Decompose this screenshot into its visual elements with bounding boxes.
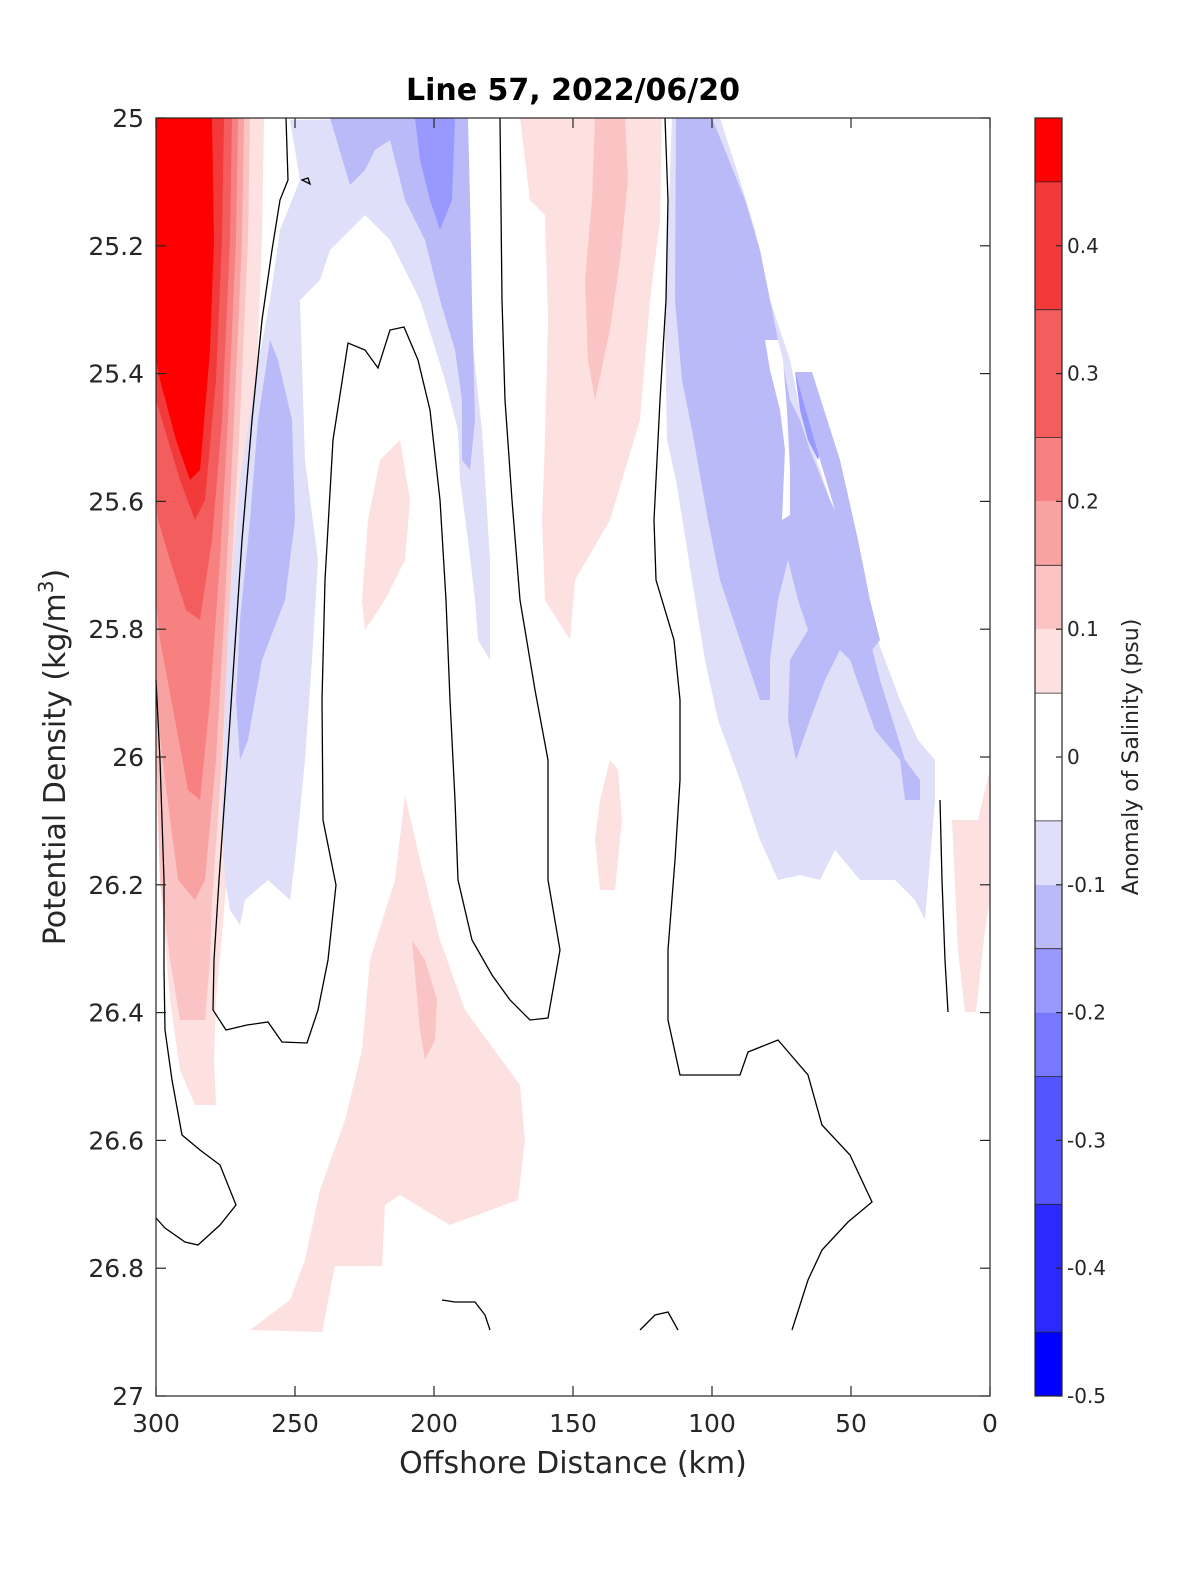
colorbar-segment: [1035, 820, 1062, 885]
colorbar-segment: [1035, 884, 1062, 949]
colorbar-tick-label: -0.3: [1067, 1128, 1106, 1152]
colorbar-label: Anomaly of Salinity (psu): [1119, 619, 1144, 896]
colorbar-tick-label: 0: [1067, 745, 1080, 769]
x-tick-label: 150: [549, 1409, 597, 1438]
negative-anomaly-fill-east-2: [675, 118, 920, 800]
colorbar-tick-label: 0.4: [1067, 234, 1099, 258]
x-tick-label: 0: [982, 1409, 998, 1438]
x-tick-label: 300: [132, 1409, 180, 1438]
positive-anomaly-fill-mid-3: [585, 118, 628, 400]
colorbar-tick-label: 0.1: [1067, 617, 1099, 641]
y-tick-label: 25: [112, 104, 144, 133]
y-tick-label: 26.8: [88, 1254, 144, 1283]
y-axis-label-superscript: 3: [34, 580, 58, 593]
y-tick-label: 26.2: [88, 871, 144, 900]
positive-anomaly-fill-nearshore: [952, 770, 990, 1012]
chart-title: Line 57, 2022/06/20: [406, 73, 740, 108]
y-tick-label: 25.6: [88, 487, 144, 516]
x-axis: 300 250 200 150 100 50 0: [132, 118, 998, 1438]
colorbar-segment: [1035, 948, 1062, 1013]
x-tick-label: 200: [410, 1409, 458, 1438]
positive-anomaly-fill-core: [156, 118, 214, 480]
colorbar-segment: [1035, 565, 1062, 630]
colorbar-segment: [1035, 501, 1062, 566]
colorbar-segment: [1035, 437, 1062, 502]
y-axis-label-main: Potential Density (kg/m: [38, 593, 73, 945]
y-tick-label: 25.2: [88, 232, 144, 261]
negative-anomaly-fill-east-4: [795, 372, 880, 650]
positive-anomaly-fill-mid-2: [520, 118, 662, 640]
zero-contour-line-4: [939, 799, 949, 1013]
x-tick-label: 50: [835, 1409, 867, 1438]
colorbar-segment: [1035, 1332, 1062, 1396]
colorbar-segment: [1035, 629, 1062, 694]
positive-anomaly-fill-mid: [362, 440, 410, 630]
x-axis-label: Offshore Distance (km): [399, 1446, 747, 1481]
y-tick-label: 27: [112, 1382, 144, 1411]
positive-anomaly-fill-deep: [250, 795, 525, 1332]
colorbar-tick-label: 0.2: [1067, 489, 1099, 513]
positive-anomaly-fill-mid-4: [595, 760, 622, 890]
colorbar-tick-label: -0.1: [1067, 873, 1106, 897]
colorbar-tick-label: 0.3: [1067, 362, 1099, 386]
x-tick-label: 100: [688, 1409, 736, 1438]
y-axis-label-close: ): [38, 569, 73, 581]
colorbar-tick-label: -0.4: [1067, 1256, 1106, 1280]
positive-anomaly-fill-deep-l2: [412, 940, 437, 1060]
y-tick-label: 26.6: [88, 1126, 144, 1155]
colorbar-segment: [1035, 118, 1062, 182]
zero-contour-line-2: [653, 117, 873, 1331]
y-axis: 25 25.2 25.4 25.6 25.8 26 26.2 26.4 26.6 26.8 27: [88, 104, 990, 1411]
y-tick-label: 25.8: [88, 615, 144, 644]
negative-anomaly-fill-west-4: [236, 340, 295, 760]
anomaly-fill-layer: [156, 118, 990, 1332]
plot-area: [155, 117, 991, 1397]
zero-contour-line-3: [155, 679, 237, 1246]
y-tick-label: 26.4: [88, 999, 144, 1028]
y-tick-label: 25.4: [88, 360, 144, 389]
zero-contour-line-5: [441, 1299, 491, 1331]
colorbar-tick-label: -0.2: [1067, 1001, 1106, 1025]
zero-contour-line-6: [639, 1311, 679, 1331]
negative-anomaly-fill-west: [222, 118, 490, 925]
zero-anomaly-gap-east: [765, 340, 790, 520]
zero-contour-line-7: [300, 177, 312, 186]
x-tick-label: 250: [271, 1409, 319, 1438]
y-axis-label: Potential Density (kg/m3): [34, 569, 73, 945]
colorbar-tick-label: -0.5: [1067, 1384, 1106, 1408]
colorbar-segment: [1035, 1012, 1062, 1077]
y-tick-label: 26: [112, 743, 144, 772]
zero-contour-line-1: [212, 117, 561, 1044]
negative-anomaly-fill-west-3: [415, 118, 455, 230]
colorbar: -0.5 -0.4 -0.3 -0.2 -0.1 0 0.1 0.2 0.3 0.4: [1034, 117, 1106, 1408]
zero-contour-layer: [155, 117, 949, 1331]
